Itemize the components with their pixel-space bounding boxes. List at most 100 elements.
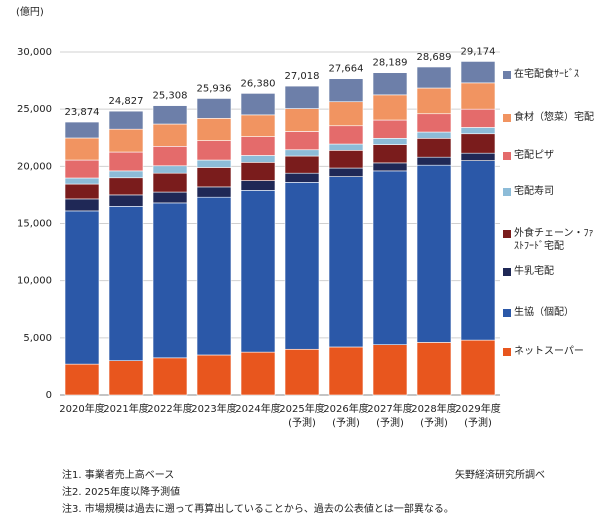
x-tick-label: 2029年度 xyxy=(455,402,500,415)
bar-segment xyxy=(460,160,496,341)
bar-segment xyxy=(152,357,188,396)
bar-segment xyxy=(284,131,320,151)
x-tick-label: (予測) xyxy=(376,416,404,429)
bar-segment xyxy=(372,170,408,345)
total-label: 28,189 xyxy=(373,58,408,69)
bar-segment xyxy=(416,164,452,343)
legend-label: 食材（惣菜）宅配 xyxy=(514,112,594,123)
legend-label: ネットスーパー xyxy=(514,346,584,357)
bar-segment xyxy=(372,144,408,164)
bar-segment xyxy=(64,363,100,396)
x-tick-label: (予測) xyxy=(420,416,448,429)
bar-segment xyxy=(152,191,188,204)
x-tick-label: 2020年度 xyxy=(59,402,104,415)
legend-swatch xyxy=(503,71,511,79)
bar-segment xyxy=(240,162,276,181)
bar-segment xyxy=(108,128,144,153)
bar-segment xyxy=(64,137,100,161)
bar-segment xyxy=(196,118,232,141)
bar-segment xyxy=(240,136,276,156)
bar-segment xyxy=(328,346,364,396)
bar-segment xyxy=(152,123,188,147)
bar-segment xyxy=(372,119,408,139)
y-tick-label: 10,000 xyxy=(17,276,52,287)
legend-label: 外食チェーン・ﾌｧｽﾄﾌｰﾄﾞ宅配 xyxy=(514,228,594,252)
bar-segment xyxy=(284,348,320,396)
bar-segment xyxy=(372,72,408,96)
total-label: 29,174 xyxy=(461,46,496,57)
bar-segment xyxy=(460,61,496,84)
total-label: 25,936 xyxy=(197,83,232,94)
bar-segment xyxy=(416,156,452,166)
legend-swatch xyxy=(503,309,511,317)
bar-segment xyxy=(460,82,496,110)
bar-segment xyxy=(240,155,276,163)
x-tick-label: (予測) xyxy=(332,416,360,429)
bar-segment xyxy=(284,85,320,109)
y-tick-label: 25,000 xyxy=(17,104,52,115)
source: 矢野経済研究所調べ xyxy=(455,470,545,481)
bar-segment xyxy=(416,138,452,158)
bar-segment xyxy=(152,172,188,193)
y-tick-label: 5,000 xyxy=(23,333,52,344)
legend-label: 在宅配食ｻｰﾋﾞｽ xyxy=(514,69,579,80)
bar-segment xyxy=(64,159,100,179)
unit-label: (億円) xyxy=(16,5,44,18)
bar-segment xyxy=(64,198,100,212)
y-tick-label: 20,000 xyxy=(17,161,52,172)
bar-segment xyxy=(460,152,496,161)
total-label: 28,689 xyxy=(417,52,452,63)
legend-swatch xyxy=(503,188,511,196)
y-tick-label: 30,000 xyxy=(17,47,52,58)
bar-segment xyxy=(460,339,496,396)
x-tick-label: 2022年度 xyxy=(147,402,192,415)
bar-segment xyxy=(64,183,100,200)
x-tick-label: 2024年度 xyxy=(235,402,280,415)
note: 注3. 市場規模は過去に遡って再算出していることから、過去の公表値とは一部異なる… xyxy=(62,504,454,515)
note: 注1. 事業者売上高ベース xyxy=(62,470,175,481)
bar-segment xyxy=(152,165,188,174)
y-tick-label: 0 xyxy=(46,390,52,401)
bar-segment xyxy=(240,114,276,137)
x-tick-label: 2028年度 xyxy=(411,402,456,415)
bar-segment xyxy=(328,150,364,169)
bar-segment xyxy=(284,172,320,183)
total-label: 24,827 xyxy=(109,96,144,107)
total-label: 27,664 xyxy=(329,64,364,75)
bar-segment xyxy=(64,210,100,365)
bar-segment xyxy=(152,202,188,359)
bar-segment xyxy=(416,131,452,139)
bar-segment xyxy=(196,167,232,188)
bar-segment xyxy=(240,190,276,353)
total-label: 26,380 xyxy=(241,78,276,89)
y-tick-label: 15,000 xyxy=(17,219,52,230)
bar-segment xyxy=(372,94,408,121)
bar-segment xyxy=(196,196,232,356)
bar-segment xyxy=(284,149,320,157)
legend-swatch xyxy=(503,114,511,122)
bar-segment xyxy=(328,125,364,145)
bar-segment xyxy=(196,140,232,161)
bar-segment xyxy=(108,177,144,196)
legend-label: 生協（個配） xyxy=(514,307,574,318)
legend-swatch xyxy=(503,152,511,160)
bar-segment xyxy=(328,78,364,103)
legend-swatch xyxy=(503,348,511,356)
bar-segment xyxy=(108,151,144,172)
bar-segment xyxy=(328,143,364,151)
total-label: 27,018 xyxy=(285,71,320,82)
x-tick-label: 2023年度 xyxy=(191,402,236,415)
note: 注2. 2025年度以降予測値 xyxy=(62,487,181,498)
bar-segment xyxy=(108,110,144,130)
legend-label: 宅配ピザ xyxy=(514,150,554,161)
bar-segment xyxy=(240,351,276,396)
x-tick-label: 2025年度 xyxy=(279,402,324,415)
bar-segment xyxy=(64,177,100,185)
x-tick-label: 2026年度 xyxy=(323,402,368,415)
bar-segment xyxy=(416,87,452,115)
bar-segment xyxy=(108,360,144,396)
legend-label: 宅配寿司 xyxy=(514,186,554,197)
bar-segment xyxy=(284,155,320,174)
bar-segment xyxy=(196,159,232,168)
bar-segment xyxy=(372,344,408,396)
